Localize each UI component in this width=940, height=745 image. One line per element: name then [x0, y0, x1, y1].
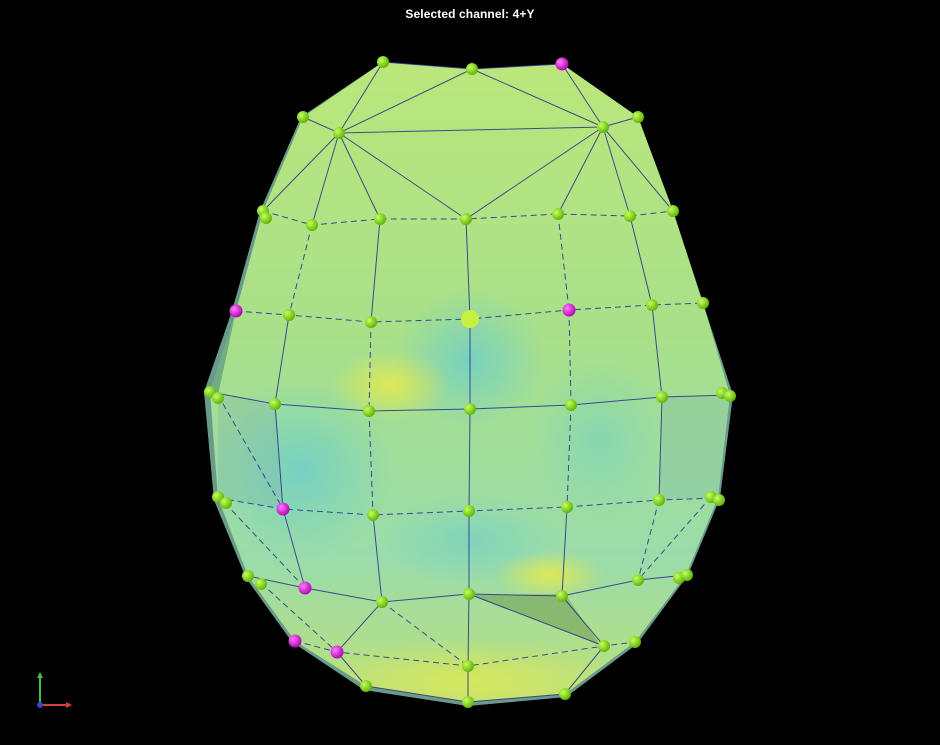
sensor[interactable] — [462, 696, 474, 708]
sensor[interactable] — [724, 390, 736, 402]
sensor[interactable] — [462, 660, 474, 672]
sensor-highlighted[interactable] — [555, 57, 569, 71]
sensor-highlighted[interactable] — [562, 303, 576, 317]
facet-shadow — [210, 311, 236, 395]
sensor[interactable] — [260, 212, 272, 224]
sensor[interactable] — [656, 391, 668, 403]
sensor-highlighted[interactable] — [298, 581, 312, 595]
yellow-region-bottom — [310, 640, 630, 702]
sensor-highlighted[interactable] — [229, 304, 243, 318]
sensor[interactable] — [360, 680, 372, 692]
sensor-markers[interactable] — [204, 56, 736, 708]
sensor[interactable] — [464, 403, 476, 415]
sensor[interactable] — [681, 569, 693, 581]
sensor[interactable] — [552, 208, 564, 220]
sensor[interactable] — [713, 494, 725, 506]
sensor[interactable] — [463, 588, 475, 600]
sensor[interactable] — [632, 111, 644, 123]
sensor[interactable] — [561, 501, 573, 513]
sensor[interactable] — [629, 636, 641, 648]
sensor[interactable] — [466, 63, 478, 75]
sensor[interactable] — [667, 205, 679, 217]
axis-z — [37, 702, 43, 708]
sensor[interactable] — [220, 497, 232, 509]
sensor[interactable] — [374, 213, 386, 225]
sensor[interactable] — [365, 316, 377, 328]
sensor[interactable] — [297, 111, 309, 123]
sensor-highlighted[interactable] — [330, 645, 344, 659]
sensor[interactable] — [460, 213, 472, 225]
cyan-region-right — [530, 360, 670, 520]
sensor[interactable] — [463, 505, 475, 517]
sensor[interactable] — [269, 398, 281, 410]
axis-y-arrow — [37, 672, 43, 678]
sensor[interactable] — [377, 56, 389, 68]
facet-shadow — [659, 395, 730, 500]
sensor[interactable] — [556, 590, 568, 602]
cyan-region-left — [210, 380, 395, 560]
sensor[interactable] — [363, 405, 375, 417]
sensor[interactable] — [242, 570, 254, 582]
sensor[interactable] — [306, 219, 318, 231]
sensor[interactable] — [333, 127, 345, 139]
sensor[interactable] — [559, 688, 571, 700]
sensor[interactable] — [255, 578, 267, 590]
sensor[interactable] — [624, 210, 636, 222]
sensor-selected[interactable] — [461, 310, 479, 328]
axes-gizmo-icon — [37, 672, 72, 708]
sensor-highlighted[interactable] — [288, 634, 302, 648]
sensor[interactable] — [646, 299, 658, 311]
selected-channel-title: Selected channel: 4+Y — [405, 7, 535, 21]
yellow-region-left — [330, 350, 450, 420]
sensor[interactable] — [653, 494, 665, 506]
sensor[interactable] — [632, 574, 644, 586]
sensor[interactable] — [598, 640, 610, 652]
yellow-region-lower — [495, 550, 605, 600]
sensor[interactable] — [376, 596, 388, 608]
sensor[interactable] — [367, 509, 379, 521]
sensor-highlighted[interactable] — [276, 502, 290, 516]
sensor[interactable] — [283, 309, 295, 321]
sensor[interactable] — [212, 392, 224, 404]
sensor[interactable] — [697, 297, 709, 309]
sensor[interactable] — [565, 399, 577, 411]
sensor[interactable] — [597, 121, 609, 133]
axis-x-arrow — [66, 702, 72, 708]
